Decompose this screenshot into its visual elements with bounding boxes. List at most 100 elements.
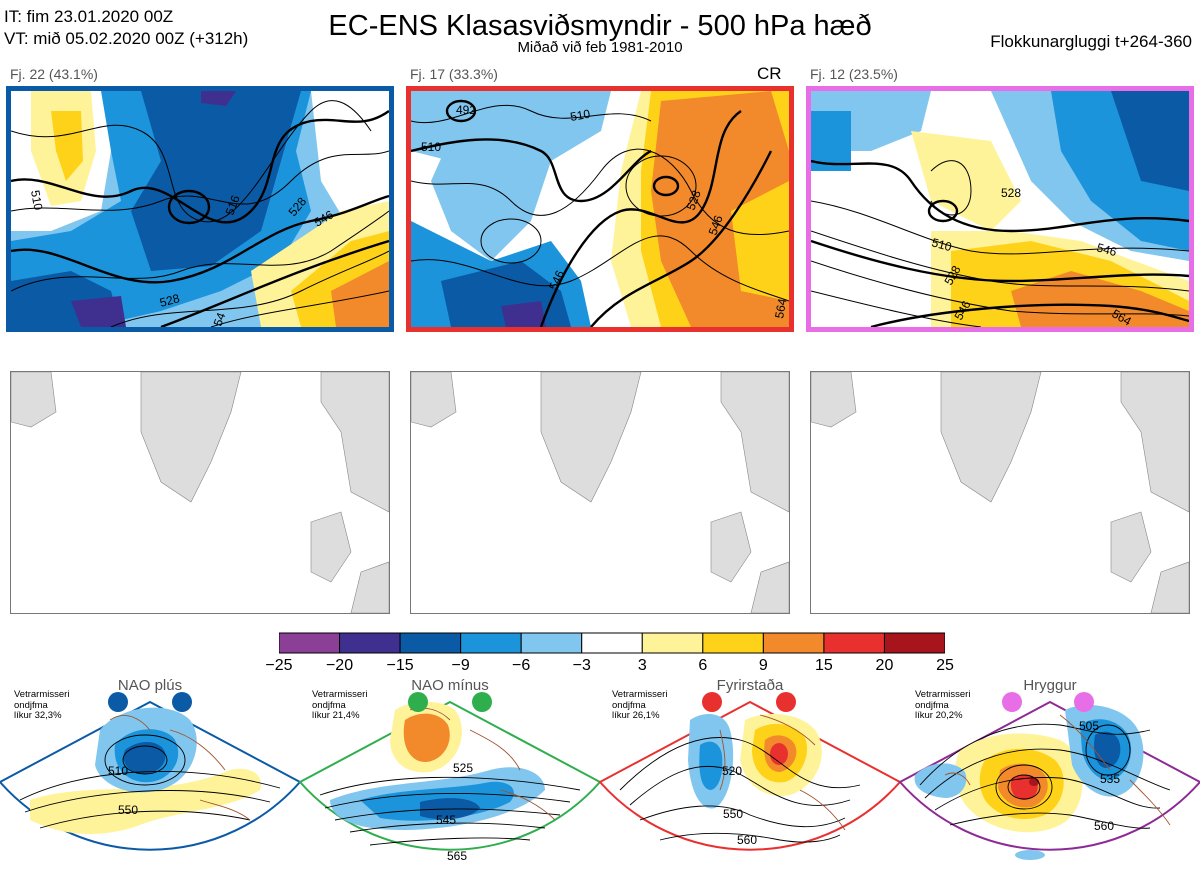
regime-note: Vetrarmisseri ondjfma líkur 21,4% xyxy=(312,689,368,721)
colorbar-cell xyxy=(762,632,825,654)
regime-fan-nao-plus: 510 550 xyxy=(0,700,302,851)
empty-map-1 xyxy=(10,371,390,614)
contour-line xyxy=(445,99,477,123)
contour-label: 528 xyxy=(684,188,704,212)
anomaly-region xyxy=(811,111,851,171)
contour-label: 546 xyxy=(706,213,726,237)
contour-line xyxy=(590,150,773,327)
regime-marker xyxy=(108,692,128,712)
empty-map-2 xyxy=(410,371,790,614)
land-greenland xyxy=(411,372,457,428)
contour-label: 510 xyxy=(569,107,591,124)
land-scandinavia xyxy=(320,372,389,513)
contour-line xyxy=(539,110,742,327)
contour-label: 546 xyxy=(1095,240,1118,259)
colorbar-cell xyxy=(581,632,643,654)
clustering-window: Flokkunargluggi t+264-360 xyxy=(990,32,1192,51)
contour-label: 525 xyxy=(453,761,473,775)
land-greenland xyxy=(540,372,642,503)
contour-line xyxy=(167,189,211,225)
contour-line xyxy=(811,239,1189,283)
regime-fans: 510 550 525 545 565 xyxy=(0,692,1200,863)
contour-line xyxy=(11,150,389,212)
anomaly-region xyxy=(131,91,301,271)
regime-title: NAO mínus xyxy=(411,677,489,694)
colorbar-tick-label: −25 xyxy=(265,657,293,674)
anomaly-region xyxy=(331,261,389,327)
contour-label: 510 xyxy=(28,189,45,211)
land-europe xyxy=(750,561,789,613)
colorbar-tick-label: −6 xyxy=(512,657,531,674)
colorbar-cell xyxy=(883,632,945,654)
cluster-1-map[interactable]: 510 516 528 528 546 54 xyxy=(6,86,394,332)
contour-line xyxy=(411,138,652,203)
cluster-3-map[interactable]: 510 528 546 546 528 564 xyxy=(806,86,1194,332)
contour-label: 560 xyxy=(737,833,757,847)
colorbar-cell xyxy=(823,632,885,654)
contour-label: 564 xyxy=(772,297,789,319)
contour-line xyxy=(11,210,389,292)
regime-fan-nao-minus: 525 545 565 xyxy=(298,700,602,863)
init-time: IT: fim 23.01.2020 00Z xyxy=(4,7,174,26)
regime-marker xyxy=(1002,692,1022,712)
colorbar-cell xyxy=(279,632,341,654)
anomaly-region xyxy=(1111,91,1189,191)
colorbar-tick-label: −9 xyxy=(451,657,470,674)
colorbar-tick-label: −20 xyxy=(325,657,354,674)
contour-line xyxy=(11,110,389,224)
land-scandinavia xyxy=(1120,372,1189,513)
contour-label: 535 xyxy=(1100,772,1120,786)
anomaly-region xyxy=(911,131,1021,231)
cluster-3-label: Fj. 12 (23.5%) xyxy=(810,66,898,82)
colorbar-cell xyxy=(460,632,522,654)
colorbar-tick-label: 20 xyxy=(875,657,894,674)
land-scandinavia xyxy=(720,372,789,513)
land-europe xyxy=(350,561,389,613)
colorbar-tick-label: −15 xyxy=(386,657,414,674)
contour-label: 550 xyxy=(118,803,138,817)
regime-fan-ridge: 505 535 560 xyxy=(898,700,1200,860)
contour-line xyxy=(210,290,389,327)
contour-line xyxy=(811,159,1189,233)
land-europe xyxy=(1150,561,1189,613)
contour-line xyxy=(11,194,389,284)
colorbar-cell xyxy=(399,632,462,654)
anomaly-region xyxy=(731,181,789,301)
contour-label: 520 xyxy=(722,764,742,778)
cluster-1-label: Fj. 22 (43.1%) xyxy=(10,66,98,82)
contour-line xyxy=(411,104,652,124)
anomaly-region xyxy=(71,296,126,327)
contour-label: 492 xyxy=(456,103,476,117)
cluster-2-map[interactable]: 492 510 510 528 546 546 564 xyxy=(406,86,794,332)
land-british-isles xyxy=(1110,511,1152,583)
regime-marker xyxy=(472,692,492,712)
colorbar-tick-label: 15 xyxy=(815,657,833,674)
regime-note: Vetrarmisseri ondjfma líkur 32,3% xyxy=(14,689,70,721)
contour-line xyxy=(811,290,982,327)
contour-label: 528 xyxy=(1001,186,1021,200)
regime-title: Hryggur xyxy=(1023,677,1077,694)
contour-line xyxy=(480,218,542,264)
page-subtitle: Miðað við feb 1981-2010 xyxy=(517,39,683,56)
land-greenland xyxy=(811,372,857,428)
contour-label: 505 xyxy=(1079,719,1099,733)
anomaly-region xyxy=(51,111,83,181)
contour-line xyxy=(411,235,789,302)
contour-line xyxy=(811,260,1189,317)
contour-line xyxy=(110,250,389,327)
regime-note: Vetrarmisseri ondjfma líkur 20,2% xyxy=(915,689,971,721)
regime-marker xyxy=(776,692,796,712)
colorbar xyxy=(279,632,945,654)
land-greenland xyxy=(11,372,57,428)
contour-label: 510 xyxy=(108,764,128,778)
anomaly-region xyxy=(201,91,236,106)
colorbar-tick-label: −3 xyxy=(572,657,591,674)
regime-note: Vetrarmisseri ondjfma líkur 26,1% xyxy=(612,689,668,721)
contour-label: 545 xyxy=(436,813,456,827)
colorbar-tick-label: 6 xyxy=(698,657,708,674)
anomaly-region xyxy=(311,91,389,231)
land-british-isles xyxy=(710,511,752,583)
regime-marker xyxy=(1074,692,1094,712)
cluster-2-label: Fj. 17 (33.3%) xyxy=(410,66,498,82)
contour-label: 510 xyxy=(421,140,441,154)
